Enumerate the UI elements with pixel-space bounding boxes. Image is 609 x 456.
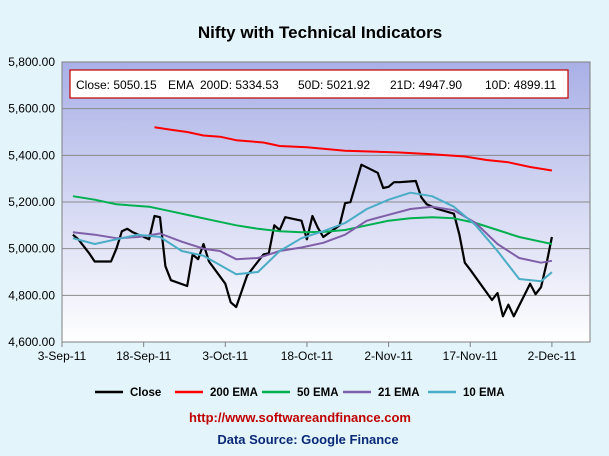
series-line-close [72,163,553,318]
chart-title: Nifty with Technical Indicators [198,23,442,42]
info-200d: 200D: 5334.53 [200,78,279,92]
series-line-21-ema [72,205,553,264]
x-axis-ticks: 3-Sep-11 18-Sep-11 3-Oct-11 18-Oct-11 2-Nov-… [38,342,577,363]
y-tick-label: 5,600.00 [8,102,55,116]
legend-label-close: Close [130,387,161,399]
y-tick-label: 5,400.00 [8,148,55,162]
x-tick-label: 3-Oct-11 [202,349,248,363]
legend-label-50-ema: 50 EMA [297,387,339,399]
legend-label-200-ema: 200 EMA [210,387,258,399]
info-21d: 21D: 4947.90 [390,78,462,92]
y-tick-label: 5,200.00 [8,195,55,209]
legend-label-21-ema: 21 EMA [378,387,420,399]
info-box [69,69,569,99]
y-tick-label: 5,800.00 [8,55,55,69]
y-tick-label: 5,000.00 [8,242,55,256]
info-close: Close: 5050.15 [76,78,157,92]
series-line-200-ema [154,126,553,172]
y-tick-label: 4,600.00 [8,335,55,349]
x-tick-label: 18-Sep-11 [116,349,171,363]
info-10d: 10D: 4899.11 [485,78,556,92]
series-lines [72,126,553,318]
legend-label-10-ema: 10 EMA [463,387,505,399]
y-tick-label: 4,800.00 [8,288,55,302]
info-ema: EMA [168,78,194,92]
x-tick-label: 2-Nov-11 [364,349,413,363]
data-source: Data Source: Google Finance [217,432,398,447]
x-tick-label: 2-Dec-11 [528,349,577,363]
gridlines [62,108,590,296]
x-tick-label: 17-Nov-11 [443,349,498,363]
source-url: http://www.softwareandfinance.com [189,410,411,425]
x-tick-label: 3-Sep-11 [38,349,87,363]
info-50d: 50D: 5021.92 [298,78,370,92]
x-tick-label: 18-Oct-11 [281,349,334,363]
y-axis-ticks: 4,600.00 4,800.00 5,000.00 5,200.00 5,400.00… [8,55,55,349]
series-line-10-ema [72,191,553,283]
legend: Close 200 EMA 50 EMA 21 EMA 10 EMA [95,387,505,399]
